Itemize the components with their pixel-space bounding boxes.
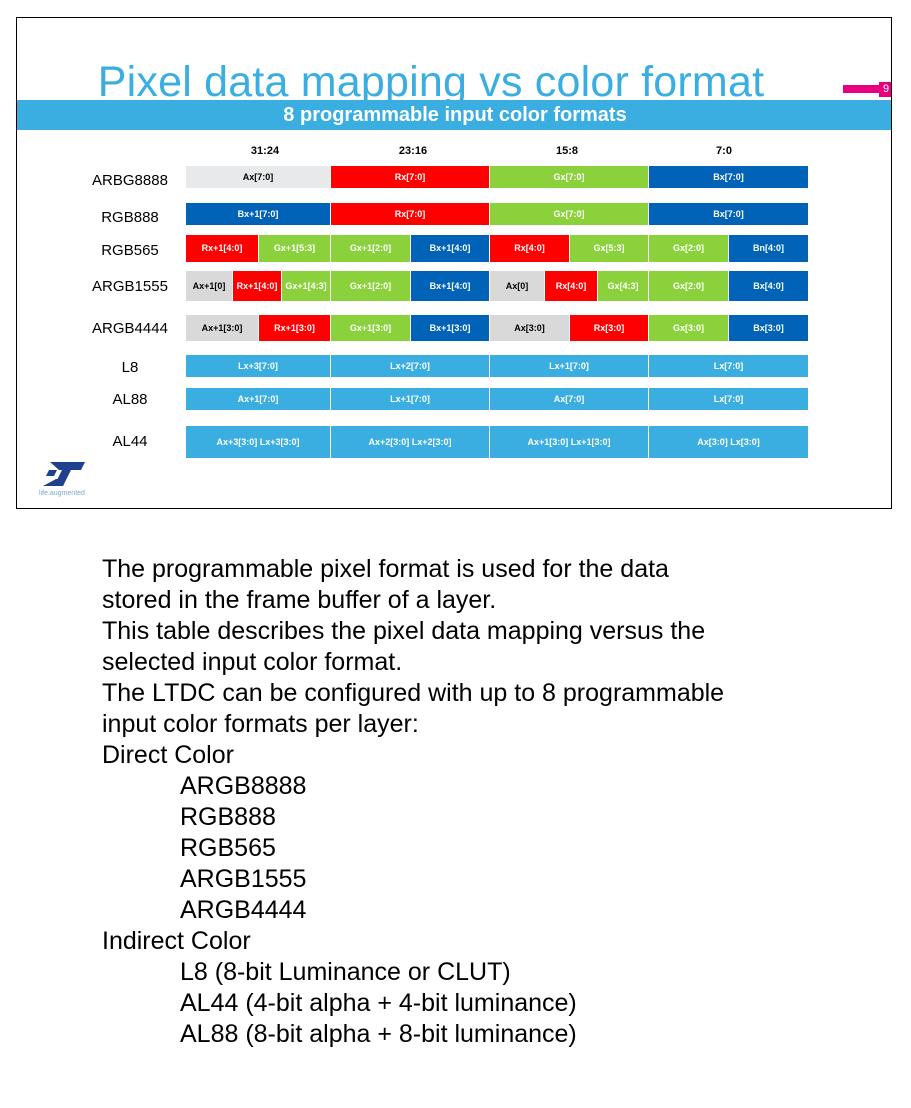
format-cell: Gx[7:0] [490, 203, 648, 225]
format-cell: Bx+1[4:0] [411, 235, 489, 262]
format-cell: Bx+1[7:0] [186, 203, 330, 225]
format-cell: Rx[4:0] [490, 235, 569, 262]
format-cell: Bx+1[3:0] [411, 315, 489, 341]
format-cell: Lx[7:0] [649, 388, 808, 410]
format-cell: Gx+1[5:3] [259, 235, 330, 262]
format-cell: Gx[7:0] [490, 166, 648, 188]
page-number: 9 [879, 82, 891, 97]
format-cell: Ax+1[7:0] [186, 388, 330, 410]
format-cell: Rx[7:0] [331, 203, 489, 225]
direct-format-item: RGB565 [180, 834, 276, 862]
format-cell: Bx[3:0] [729, 315, 808, 341]
format-cell: Gx+1[2:0] [331, 271, 410, 301]
paragraph-line: input color formats per layer: [102, 710, 419, 738]
direct-format-item: ARGB8888 [180, 772, 307, 800]
format-cell: Bx[7:0] [649, 166, 808, 188]
direct-color-heading: Direct Color [102, 741, 234, 769]
indirect-format-item: AL88 (8-bit alpha + 8-bit luminance) [180, 1020, 577, 1048]
paragraph-line: The LTDC can be configured with up to 8 … [102, 679, 725, 707]
format-cell: Lx+1[7:0] [490, 355, 648, 377]
row-label: ARGB1555 [92, 278, 168, 295]
row-label: L8 [121, 359, 139, 376]
format-cell: Ax+1[3:0] [186, 315, 258, 341]
format-cell: Gx[2:0] [649, 271, 728, 301]
direct-format-item: RGB888 [180, 803, 276, 831]
direct-format-item: ARGB1555 [180, 865, 307, 893]
format-cell: Rx[4:0] [545, 271, 597, 301]
slide-title: Pixel data mapping vs color format [97, 58, 765, 106]
format-cell: Rx[3:0] [570, 315, 648, 341]
format-cell: Gx[4:3] [598, 271, 648, 301]
format-cell: Bx[7:0] [649, 203, 808, 225]
description-text: The programmable pixel format is used fo… [102, 554, 882, 1050]
format-cell: Ax[0] [490, 271, 544, 301]
format-cell: Rx+1[4:0] [233, 271, 281, 301]
format-cell: Rx[7:0] [331, 166, 489, 188]
paragraph-line: selected input color format. [102, 648, 403, 676]
direct-format-item: ARGB4444 [180, 896, 307, 924]
row-label: AL88 [112, 391, 148, 408]
format-cell: Bn[4:0] [729, 235, 808, 262]
format-cell: Ax[7:0] [186, 166, 330, 188]
format-cell: Lx[7:0] [649, 355, 808, 377]
section-banner: 8 programmable input color formats [17, 100, 891, 130]
column-header: 31:24 [250, 145, 280, 157]
row-label: RGB888 [101, 209, 159, 226]
format-cell: Rx+1[3:0] [259, 315, 330, 341]
format-cell: Ax+1[3:0] Lx+1[3:0] [490, 426, 648, 458]
format-cell: Lx+2[7:0] [331, 355, 489, 377]
format-cell: Ax[3:0] [490, 315, 569, 341]
format-cell: Gx+1[2:0] [331, 235, 410, 262]
title-accent-bar [843, 85, 885, 93]
format-cell: Bx[4:0] [729, 271, 808, 301]
indirect-format-item: L8 (8-bit Luminance or CLUT) [180, 958, 511, 986]
paragraph-line: This table describes the pixel data mapp… [102, 617, 706, 645]
st-logo [43, 462, 85, 486]
column-header: 23:16 [398, 145, 428, 157]
format-cell: Lx+1[7:0] [331, 388, 489, 410]
format-cell: Gx[2:0] [649, 235, 728, 262]
format-cell: Ax+2[3:0] Lx+2[3:0] [331, 426, 489, 458]
format-cell: Gx[5:3] [570, 235, 648, 262]
format-cell: Ax[7:0] [490, 388, 648, 410]
format-cell: Gx+1[4:3] [282, 271, 330, 301]
row-label: ARGB4444 [92, 320, 168, 337]
format-cell: Gx[3:0] [649, 315, 728, 341]
column-header: 15:8 [555, 145, 579, 157]
format-cell: Ax+1[0] [186, 271, 232, 301]
slide: Pixel data mapping vs color format 9 8 p… [16, 17, 892, 509]
logo-tagline: life.augmented [39, 490, 85, 497]
format-cell: Bx+1[4:0] [411, 271, 489, 301]
row-label: AL44 [112, 433, 148, 450]
indirect-format-item: AL44 (4-bit alpha + 4-bit luminance) [180, 989, 577, 1017]
format-cell: Rx+1[4:0] [186, 235, 258, 262]
format-cell: Gx+1[3:0] [331, 315, 410, 341]
row-label: ARBG8888 [92, 172, 168, 189]
format-cell: Ax+3[3:0] Lx+3[3:0] [186, 426, 330, 458]
column-header: 7:0 [716, 145, 732, 157]
format-cell: Lx+3[7:0] [186, 355, 330, 377]
paragraph-line: stored in the frame buffer of a layer. [102, 586, 497, 614]
paragraph-line: The programmable pixel format is used fo… [102, 555, 669, 583]
indirect-color-heading: Indirect Color [102, 927, 251, 955]
row-label: RGB565 [101, 242, 159, 259]
format-cell: Ax[3:0] Lx[3:0] [649, 426, 808, 458]
